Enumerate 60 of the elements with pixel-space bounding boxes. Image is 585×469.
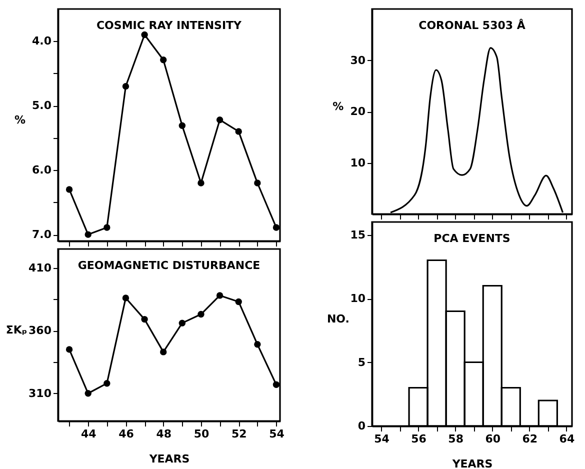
point (141, 316, 148, 323)
point (160, 348, 167, 356)
y-axis-title: ΣKₚ (6, 324, 28, 336)
x-tick-label: 56 (411, 432, 427, 446)
point (272, 224, 280, 231)
point (235, 128, 242, 135)
point (141, 31, 148, 38)
x-tick-label: 50 (194, 428, 210, 440)
x-tick-label: 60 (485, 432, 501, 446)
y-tick-label: 20 (350, 105, 366, 118)
point (235, 298, 242, 306)
y-tick-label: 10 (350, 156, 366, 170)
point (160, 56, 167, 64)
point (198, 180, 204, 186)
point (104, 224, 110, 231)
y-tick-label: 310 (28, 386, 52, 400)
text: GEOMAGNETIC DISTURBANCE (78, 259, 260, 272)
point (178, 320, 186, 326)
point (216, 292, 224, 299)
y-tick-label: 15 (350, 228, 366, 242)
text: PCA EVENTS (434, 232, 510, 245)
point (84, 390, 92, 397)
x-tick-label: 44 (80, 428, 97, 440)
y-axis-title: NO. (326, 312, 350, 326)
x-tick-label: 46 (118, 428, 134, 440)
text: COSMIC RAY INTENSITY (96, 19, 243, 32)
y-tick-label: 0 (358, 420, 366, 432)
y-tick-label: 410 (28, 261, 52, 274)
point (272, 381, 280, 388)
point (178, 122, 186, 129)
x-axis-title: YEARS (451, 458, 493, 469)
y-tick-label: 5.0 (32, 99, 52, 112)
x-tick-label: 54 (374, 432, 390, 446)
point (66, 346, 73, 353)
y-axis-title: % (332, 100, 344, 113)
text: CORONAL 5303 Å (418, 18, 526, 32)
x-tick-label: 58 (448, 432, 464, 446)
point (104, 380, 110, 387)
point (254, 341, 261, 348)
y-axis-title: % (14, 114, 26, 126)
x-tick-label: 54 (269, 428, 285, 440)
x-tick-label: 48 (156, 428, 172, 440)
x-tick-label: 62 (522, 432, 538, 446)
x-tick-label: 52 (231, 428, 247, 440)
y-tick-label: 4.0 (32, 34, 52, 48)
point (216, 116, 224, 124)
y-tick-label: 7.0 (32, 228, 52, 242)
point (198, 310, 204, 318)
point (122, 294, 130, 302)
x-axis-title: YEARS (148, 452, 190, 466)
y-tick-label: 30 (350, 54, 366, 67)
x-tick-label: 64 (559, 432, 575, 446)
y-tick-label: 360 (28, 324, 52, 338)
point (122, 82, 130, 90)
point (84, 231, 92, 238)
y-tick-label: 6.0 (32, 164, 52, 177)
y-tick-label: 5 (358, 356, 366, 369)
y-tick-label: 10 (350, 292, 366, 305)
point (254, 180, 261, 186)
point (66, 186, 73, 193)
